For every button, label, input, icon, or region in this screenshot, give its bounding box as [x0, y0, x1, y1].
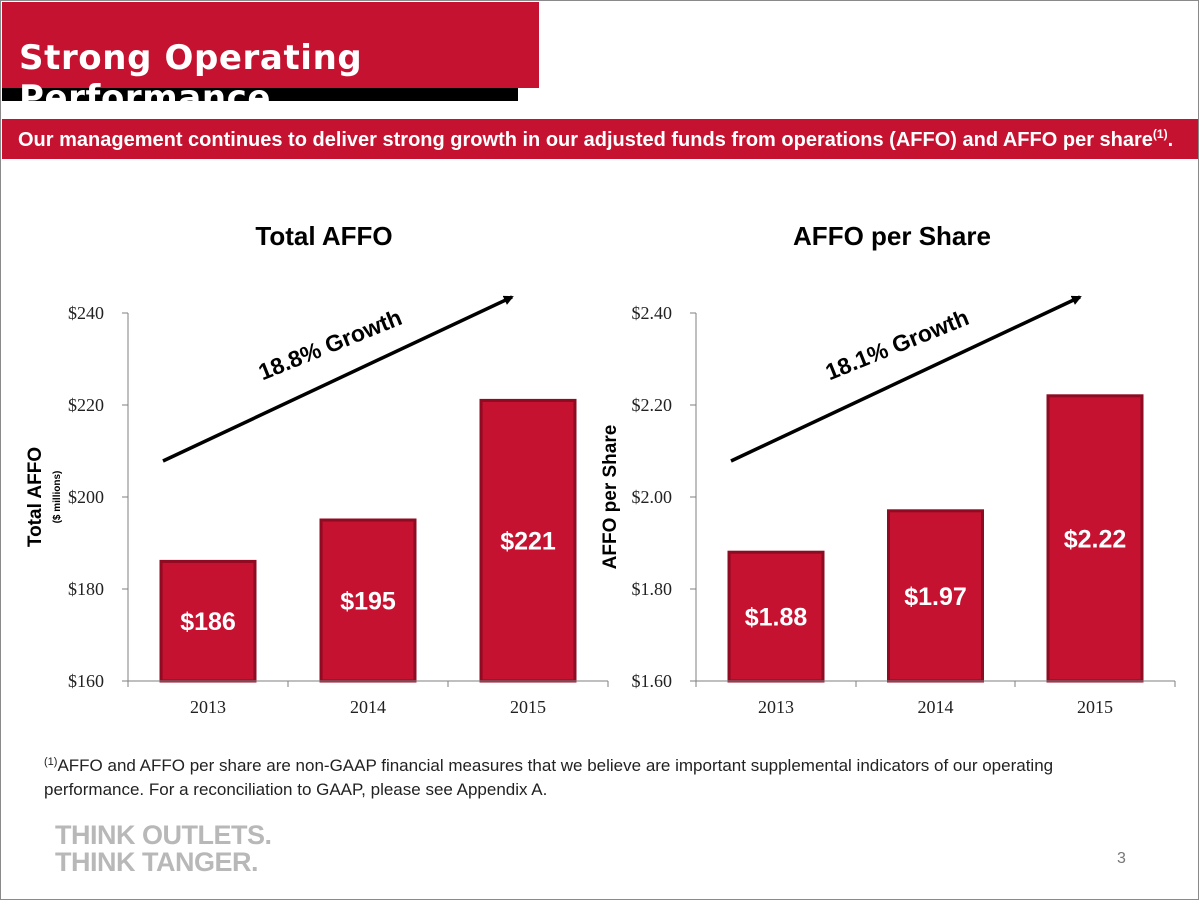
chart1-growth-annotation: 18.8% Growth [255, 304, 406, 385]
chart2-data-label-2014: $1.97 [904, 583, 967, 611]
chart1-y-axis-sublabel: ($ millions) [52, 471, 63, 524]
chart1-category-label-2013: 2013 [190, 697, 226, 717]
footnote: (1)AFFO and AFFO per share are non-GAAP … [44, 750, 1144, 802]
chart2-title: AFFO per Share [793, 221, 991, 251]
chart2-data-label-2015: $2.22 [1064, 525, 1127, 553]
chart2-bar-2013 [727, 550, 825, 683]
chart2-growth-annotation: 18.1% Growth [822, 304, 973, 385]
page-number: 3 [1117, 850, 1126, 867]
chart2-growth-arrow [730, 295, 1082, 463]
footnote-mark: (1) [44, 756, 58, 768]
chart1-y-tick-label: $180 [68, 579, 104, 599]
chart1-data-label-2013: $186 [180, 608, 236, 636]
chart2-y-tick-label: $2.40 [632, 303, 673, 323]
page-title: Strong Operating Performance [19, 38, 363, 118]
subtitle-banner: Our management continues to deliver stro… [2, 119, 1198, 159]
chart2-y-tick-label: $2.20 [632, 395, 673, 415]
subtitle-footnote-mark: (1) [1152, 127, 1168, 141]
chart1-data-label-2014: $195 [340, 588, 396, 616]
chart1-y-axis-label: Total AFFO [25, 447, 46, 547]
chart2-y-axis-label: AFFO per Share [600, 425, 621, 570]
chart2-category-label-2015: 2015 [1077, 697, 1113, 717]
chart1-bar-2013 [159, 559, 257, 683]
tanger-logo: THINK OUTLETS. THINK TANGER. [55, 822, 272, 876]
chart1-y-tick-label: $200 [68, 487, 104, 507]
chart1-bar-2014 [319, 518, 417, 683]
chart1-y-tick-label: $240 [68, 303, 104, 323]
chart2-y-tick-label: $2.00 [632, 487, 673, 507]
subtitle-text: Our management continues to deliver stro… [18, 129, 1153, 151]
chart1-y-tick-label: $160 [68, 671, 104, 691]
chart1-y-tick-label: $220 [68, 395, 104, 415]
chart2-category-label-2014: 2014 [918, 697, 954, 717]
chart2-bar-2014 [887, 509, 984, 683]
chart1-title: Total AFFO [255, 221, 392, 251]
title-shadow-bar [2, 88, 518, 101]
chart1-growth-arrow [162, 295, 514, 463]
logo-line-1: THINK OUTLETS. [55, 820, 272, 850]
chart1-data-label-2015: $221 [500, 528, 556, 556]
subtitle-end: . [1167, 129, 1174, 151]
chart2-y-tick-label: $1.80 [632, 579, 673, 599]
title-banner: Strong Operating Performance [2, 2, 539, 118]
chart2-data-label-2013: $1.88 [745, 604, 808, 632]
footnote-text: AFFO and AFFO per share are non-GAAP fin… [44, 756, 1054, 799]
chart1-category-label-2014: 2014 [350, 697, 386, 717]
chart1-category-label-2015: 2015 [510, 697, 546, 717]
logo-line-2: THINK TANGER. [55, 847, 258, 877]
chart2-y-tick-label: $1.60 [632, 671, 673, 691]
chart2-category-label-2013: 2013 [758, 697, 794, 717]
